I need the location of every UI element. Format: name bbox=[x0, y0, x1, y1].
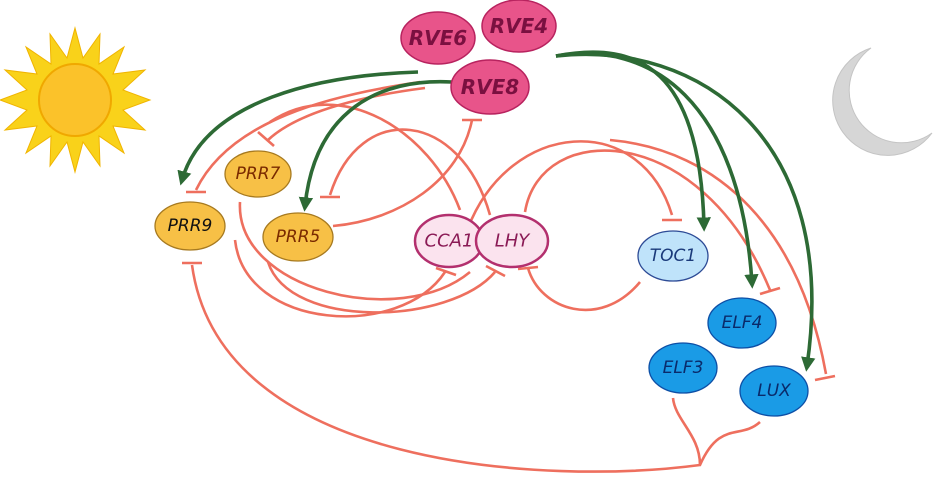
elf4-label: ELF4 bbox=[722, 313, 763, 333]
activation-edges bbox=[177, 50, 816, 372]
rve8-label: RVE8 bbox=[461, 75, 520, 99]
elf3-label: ELF3 bbox=[663, 358, 704, 378]
node-toc1: TOC1 bbox=[637, 230, 709, 282]
node-rve6: RVE6 bbox=[400, 11, 476, 65]
edge-rve-represses-prr9 bbox=[194, 80, 421, 191]
moon-icon bbox=[832, 47, 933, 156]
edge-rve-activates-prr9 bbox=[177, 70, 419, 186]
edge-cca1-represses-toc1 bbox=[466, 140, 674, 229]
edge-prr-represses-cca1 bbox=[269, 103, 462, 211]
node-rve8: RVE8 bbox=[450, 59, 530, 115]
rve6-label: RVE6 bbox=[409, 26, 468, 50]
lux-label: LUX bbox=[757, 381, 791, 401]
edge-prr5-represses-lhy bbox=[266, 261, 496, 314]
node-lhy: LHY bbox=[474, 213, 550, 269]
edge-rve-activates-lux bbox=[555, 52, 816, 372]
edge-rve-activates-toc1 bbox=[555, 50, 711, 232]
edge-lhy-represses-elf4 bbox=[523, 149, 772, 291]
edge-prr9-represses-cca1 bbox=[233, 239, 447, 318]
edge-prr5-represses-rve8 bbox=[332, 119, 474, 228]
edge-ec-represses-prr9 bbox=[190, 264, 761, 473]
node-prr7: PRR7 bbox=[224, 150, 292, 198]
node-rve4: RVE4 bbox=[481, 0, 557, 53]
edge-elf3-join bbox=[671, 397, 702, 466]
toc1-label: TOC1 bbox=[650, 246, 696, 266]
node-elf4: ELF4 bbox=[707, 297, 777, 349]
rve4-label: RVE4 bbox=[490, 14, 548, 38]
sun-icon bbox=[0, 26, 152, 174]
prr5-label: PRR5 bbox=[276, 227, 321, 247]
node-prr5: PRR5 bbox=[262, 212, 334, 262]
node-prr9: PRR9 bbox=[154, 201, 226, 251]
prr9-label: PRR9 bbox=[168, 216, 213, 236]
edge-toc1-represses-lhy bbox=[526, 267, 641, 312]
node-elf3: ELF3 bbox=[648, 342, 718, 394]
edge-prr7-represses-cca1 bbox=[238, 201, 471, 301]
lhy-label: LHY bbox=[495, 231, 532, 252]
edge-rve-activates-prr5 bbox=[298, 79, 453, 212]
edge-lhy-represses-prr5 bbox=[328, 128, 492, 216]
cca1-label: CCA1 bbox=[425, 231, 474, 252]
node-cca1: CCA1 bbox=[413, 213, 485, 269]
repression-edges bbox=[182, 80, 836, 473]
prr7-label: PRR7 bbox=[236, 164, 281, 184]
node-lux: LUX bbox=[739, 365, 809, 417]
